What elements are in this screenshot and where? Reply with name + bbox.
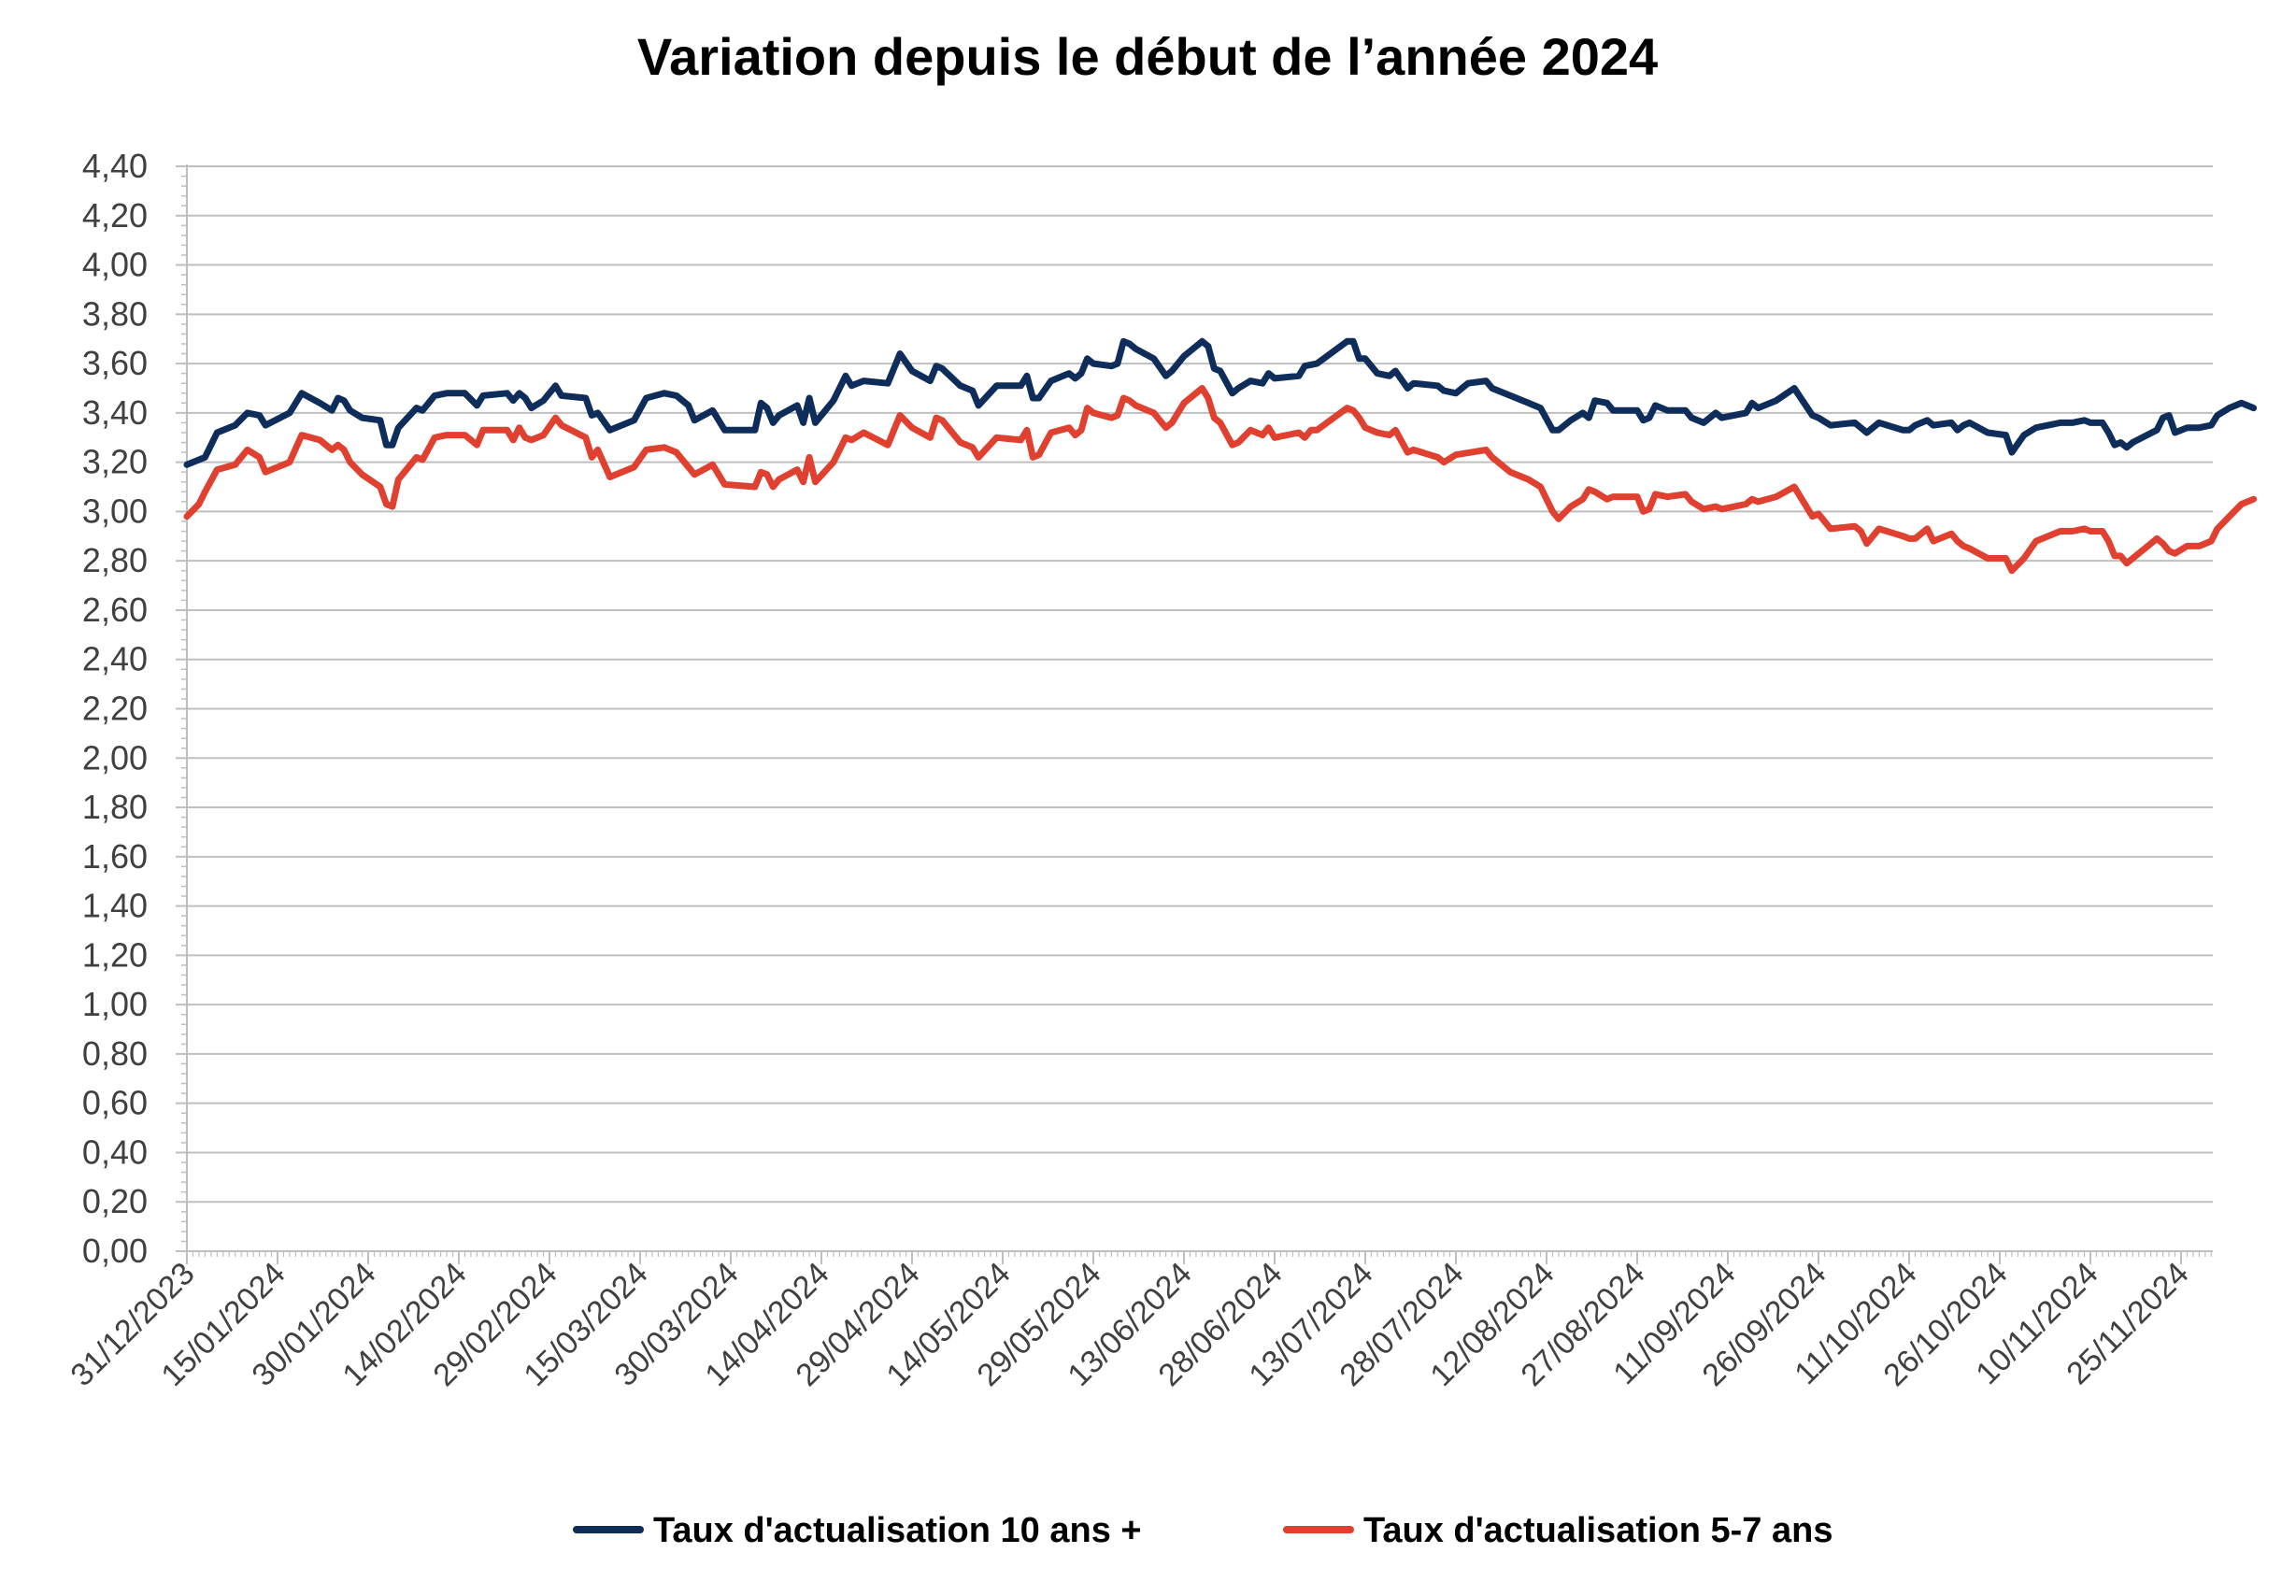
legend: Taux d'actualisation 10 ans + Taux d'actu… (573, 1511, 1833, 1550)
y-tick-label: 2,60 (82, 591, 148, 629)
y-tick-label: 0,00 (82, 1232, 148, 1270)
y-tick-label: 2,00 (82, 738, 148, 777)
y-tick-label: 0,40 (82, 1133, 148, 1171)
y-tick-label: 0,20 (82, 1182, 148, 1220)
series-lines (183, 337, 2258, 575)
y-tick-label: 4,40 (82, 147, 148, 185)
y-tick-label: 3,80 (82, 294, 148, 333)
y-tick-label: 1,20 (82, 935, 148, 974)
y-tick-label: 2,80 (82, 541, 148, 579)
y-tick-label: 1,00 (82, 985, 148, 1023)
y-tick-label: 3,60 (82, 344, 148, 382)
y-tick-label: 1,80 (82, 788, 148, 826)
y-tick-label: 0,80 (82, 1034, 148, 1073)
y-tick-label: 3,40 (82, 393, 148, 432)
y-tick-label: 4,20 (82, 196, 148, 235)
y-tick-label: 3,20 (82, 443, 148, 481)
y-tick-label: 2,20 (82, 690, 148, 728)
axes (176, 164, 2213, 1264)
y-axis-tick-labels: 0,00 0,20 0,40 0,60 0,80 1,00 1,20 1,40 1,60 1,80… (82, 147, 148, 1270)
series-line-2 (183, 385, 2258, 575)
y-tick-label: 4,00 (82, 246, 148, 284)
y-tick-label: 0,60 (82, 1084, 148, 1122)
legend-label-1: Taux d'actualisation 10 ans + (653, 1511, 1142, 1550)
series-line-1 (183, 337, 2258, 468)
y-tick-label: 1,60 (82, 837, 148, 876)
y-tick-label: 2,40 (82, 640, 148, 678)
legend-label-2: Taux d'actualisation 5-7 ans (1363, 1511, 1833, 1550)
grid (187, 165, 2213, 1204)
chart-title: Variation depuis le début de l’année 202… (637, 27, 1658, 86)
x-axis-tick-labels: 31/12/202315/01/202430/01/202414/02/2024… (64, 1256, 2195, 1393)
y-tick-label: 1,40 (82, 887, 148, 925)
y-tick-label: 3,00 (82, 492, 148, 530)
